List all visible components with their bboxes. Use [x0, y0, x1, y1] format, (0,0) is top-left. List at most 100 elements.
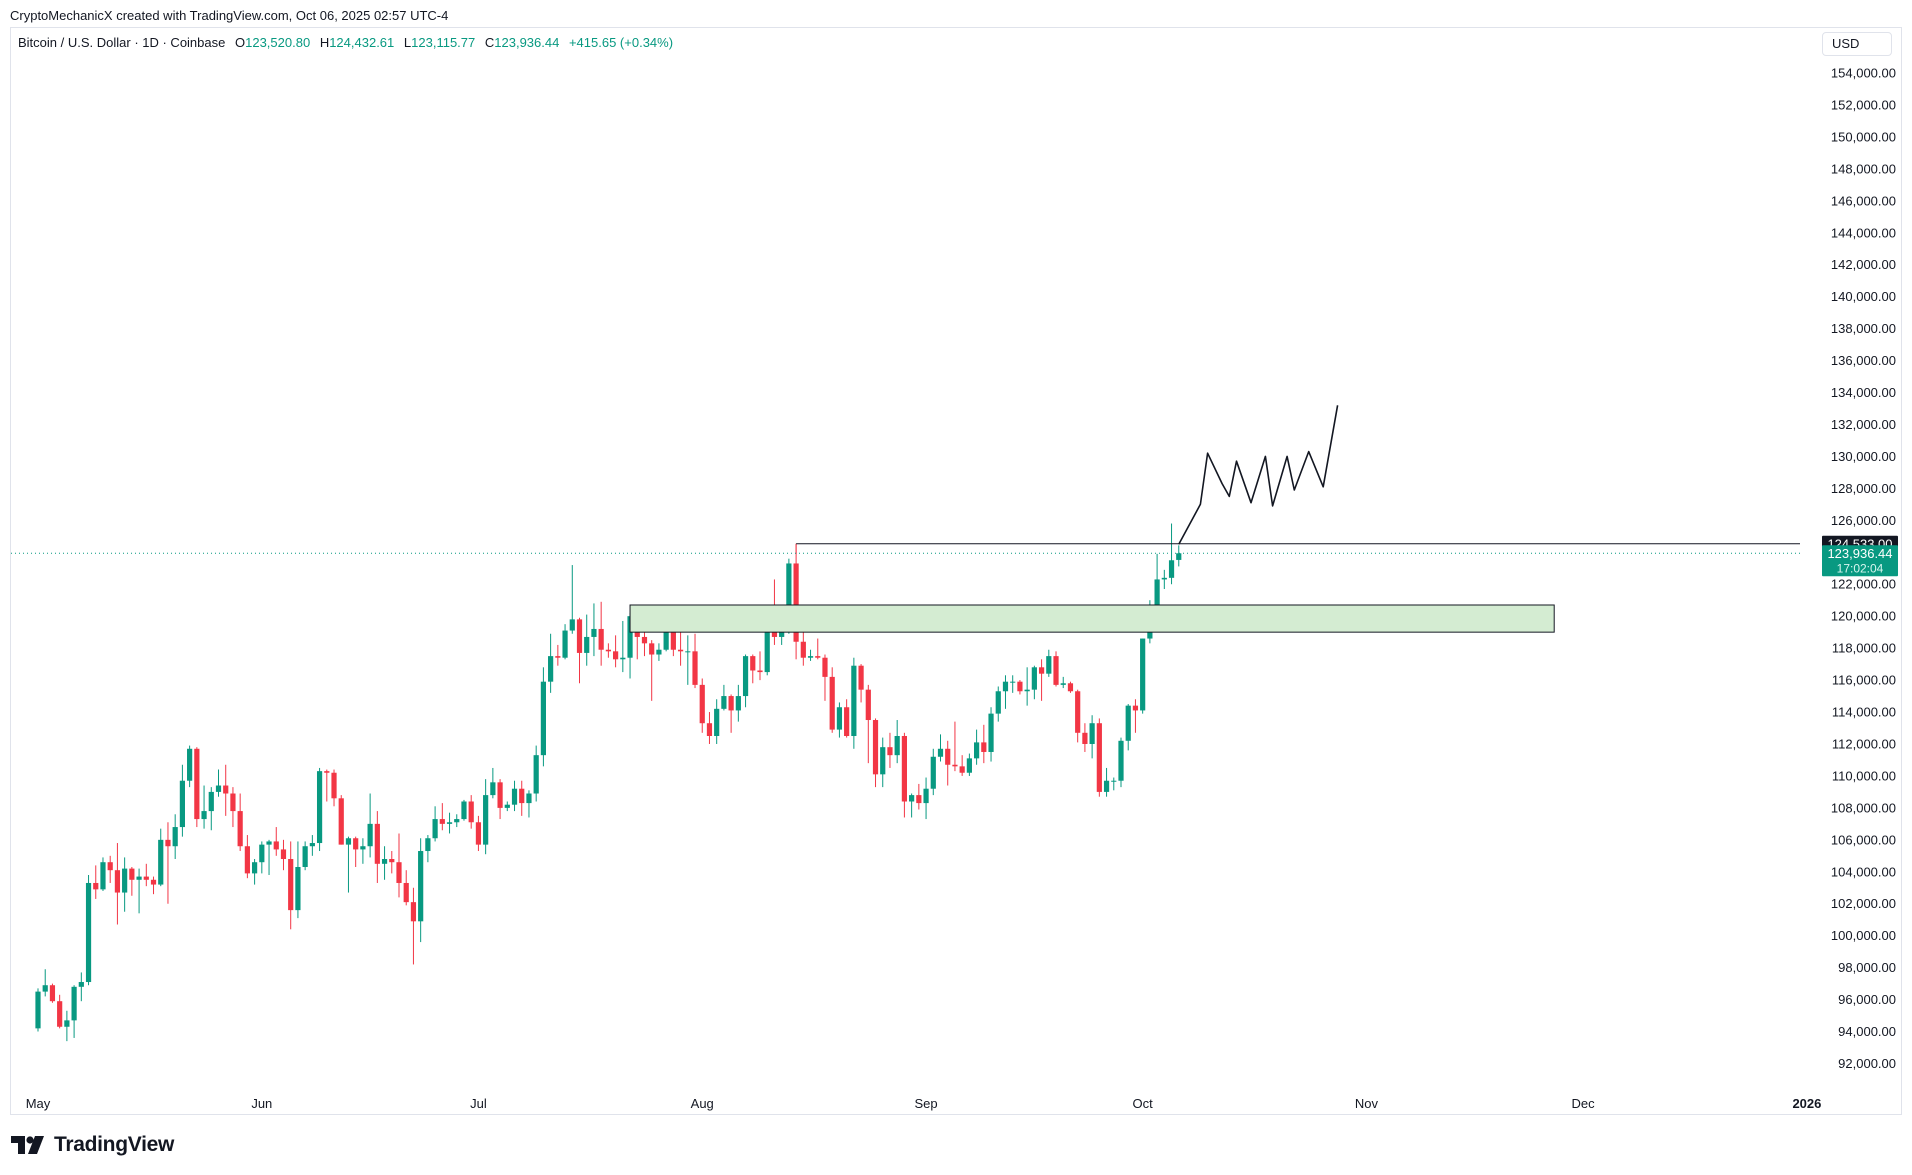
candle-body [504, 804, 510, 808]
brand[interactable]: TradingView [11, 1133, 174, 1157]
candle-body [851, 665, 857, 736]
candle-body [432, 819, 438, 839]
candle-body [966, 758, 972, 773]
candle [591, 603, 597, 657]
candle [165, 822, 171, 904]
candle-body [85, 882, 92, 983]
y-tick-label: 92,000.00 [1838, 1056, 1896, 1071]
candle [1161, 569, 1167, 590]
candle-body [158, 839, 164, 885]
candle [230, 787, 236, 828]
candle-body [309, 843, 315, 847]
y-tick-label: 140,000.00 [1831, 289, 1896, 304]
y-tick-label: 112,000.00 [1832, 736, 1896, 751]
candle [966, 753, 972, 776]
candle [432, 806, 438, 842]
y-tick-label: 146,000.00 [1831, 193, 1896, 208]
candle [952, 721, 958, 772]
candle-body [865, 689, 871, 721]
x-tick-label: Nov [1355, 1096, 1379, 1111]
y-tick-label: 104,000.00 [1831, 864, 1896, 879]
candle-body [786, 563, 792, 615]
candle [302, 841, 308, 871]
candle [93, 865, 99, 899]
candle-body [916, 795, 922, 804]
candle [158, 828, 164, 887]
candle-body [598, 628, 604, 650]
candle [143, 863, 149, 887]
symbol-title: Bitcoin / U.S. Dollar · 1D · Coinbase [18, 35, 226, 50]
candle [461, 799, 467, 821]
candle [815, 638, 821, 660]
candle-body [266, 841, 272, 845]
candle-body [764, 627, 770, 673]
currency-selector[interactable]: USD [1822, 32, 1892, 56]
candle [85, 874, 92, 986]
candle-body [735, 696, 741, 711]
candle-body [345, 838, 352, 845]
candle-body [324, 771, 330, 773]
candle [259, 841, 265, 874]
candle [1017, 680, 1023, 695]
y-tick-label: 126,000.00 [1831, 513, 1896, 528]
candle [1089, 715, 1095, 759]
candle-body [42, 985, 48, 992]
candle-body [64, 1020, 70, 1027]
candle [129, 866, 135, 896]
candle-body [1046, 656, 1052, 674]
candle-body [894, 735, 900, 756]
y-tick-label: 118,000.00 [1832, 641, 1896, 656]
candle [273, 827, 279, 856]
candle-body [475, 822, 482, 845]
candle [1168, 523, 1175, 585]
candle [316, 767, 323, 852]
candle [937, 734, 944, 762]
y-tick-label: 136,000.00 [1831, 353, 1896, 368]
candle [468, 795, 474, 829]
candle-body [201, 811, 207, 820]
candle [974, 729, 980, 765]
candle-body [728, 696, 734, 711]
candle-body [555, 656, 561, 658]
candle-body [223, 785, 229, 794]
candle [367, 793, 373, 858]
candle [504, 801, 510, 812]
high-value: 124,432.61 [329, 35, 395, 50]
candle [598, 601, 604, 666]
candle [223, 764, 229, 816]
drawings-layer [11, 405, 1800, 633]
candle [1024, 667, 1030, 706]
candle-body [237, 811, 243, 847]
y-tick-label: 100,000.00 [1831, 928, 1896, 943]
y-tick-label: 94,000.00 [1838, 1024, 1896, 1039]
open-value: 123,520.80 [245, 35, 311, 50]
candle-body [670, 625, 676, 650]
candle [446, 812, 453, 834]
candle-body [187, 748, 193, 781]
candle [706, 712, 713, 744]
candle-body [1154, 579, 1160, 607]
candle-body [71, 986, 77, 1021]
candle-body [302, 846, 308, 867]
candle-body [562, 630, 568, 658]
bar-countdown-label: 17:02:04 [1837, 561, 1884, 575]
candle [454, 814, 460, 828]
candle [1038, 659, 1045, 701]
candle [381, 846, 388, 880]
candle-body [974, 742, 980, 759]
candle-body [316, 771, 323, 844]
candle-body [742, 656, 749, 697]
candle [959, 755, 965, 776]
y-tick-label: 150,000.00 [1831, 129, 1896, 144]
candle [569, 565, 575, 634]
candle-body [353, 838, 359, 850]
candle-body [1103, 780, 1110, 792]
candle [757, 651, 763, 681]
candle-body [981, 742, 987, 752]
candle-body [526, 793, 532, 804]
candle [1103, 767, 1110, 797]
projection-drawing [1178, 405, 1339, 545]
candle [728, 694, 734, 733]
candle-body [244, 846, 250, 874]
